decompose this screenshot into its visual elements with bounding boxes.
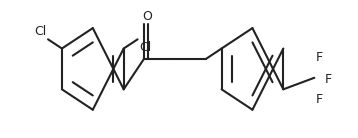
Text: F: F xyxy=(325,73,332,86)
Text: O: O xyxy=(142,10,152,23)
Text: F: F xyxy=(316,93,323,106)
Text: Cl: Cl xyxy=(139,41,151,54)
Text: F: F xyxy=(316,51,323,64)
Text: Cl: Cl xyxy=(34,25,47,38)
